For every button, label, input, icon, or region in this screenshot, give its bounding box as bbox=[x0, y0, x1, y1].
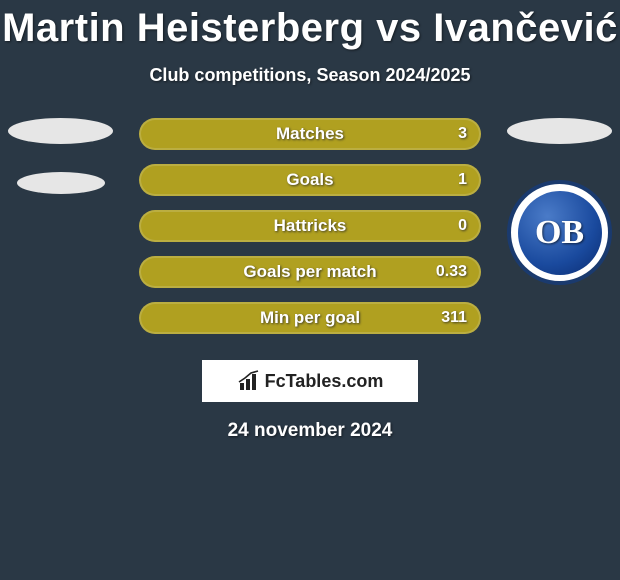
club-logo-text: OB bbox=[518, 191, 602, 275]
brand-text: FcTables.com bbox=[265, 371, 384, 392]
stat-value-right: 3 bbox=[458, 118, 467, 150]
stat-row-goals: Goals 1 bbox=[139, 164, 481, 196]
stat-row-min-per-goal: Min per goal 311 bbox=[139, 302, 481, 334]
stat-label: Goals bbox=[139, 164, 481, 196]
stat-label: Matches bbox=[139, 118, 481, 150]
stat-row-matches: Matches 3 bbox=[139, 118, 481, 150]
date-text: 24 november 2024 bbox=[0, 420, 620, 442]
stat-bars: Matches 3 Goals 1 Hattricks 0 Goals per … bbox=[139, 118, 481, 334]
club-logo: OB bbox=[507, 180, 612, 285]
stat-value-right: 311 bbox=[441, 302, 467, 334]
player-left-badge bbox=[8, 118, 113, 194]
avatar-placeholder-ellipse bbox=[8, 118, 113, 144]
comparison-card: Martin Heisterberg vs Ivančević Club com… bbox=[0, 0, 620, 580]
stat-row-goals-per-match: Goals per match 0.33 bbox=[139, 256, 481, 288]
bar-chart-icon bbox=[237, 369, 261, 393]
subtitle: Club competitions, Season 2024/2025 bbox=[0, 65, 620, 86]
brand-box: FcTables.com bbox=[202, 360, 418, 402]
stat-label: Goals per match bbox=[139, 256, 481, 288]
stat-value-right: 1 bbox=[458, 164, 467, 196]
stat-value-right: 0 bbox=[458, 210, 467, 242]
stat-row-hattricks: Hattricks 0 bbox=[139, 210, 481, 242]
page-title: Martin Heisterberg vs Ivančević bbox=[0, 0, 620, 51]
club-placeholder-ellipse bbox=[17, 172, 105, 194]
stat-label: Min per goal bbox=[139, 302, 481, 334]
stats-area: OB Matches 3 Goals 1 Hattricks 0 Goals p… bbox=[0, 118, 620, 348]
avatar-placeholder-ellipse bbox=[507, 118, 612, 144]
stat-value-right: 0.33 bbox=[436, 256, 467, 288]
stat-label: Hattricks bbox=[139, 210, 481, 242]
player-right-badge: OB bbox=[507, 118, 612, 285]
